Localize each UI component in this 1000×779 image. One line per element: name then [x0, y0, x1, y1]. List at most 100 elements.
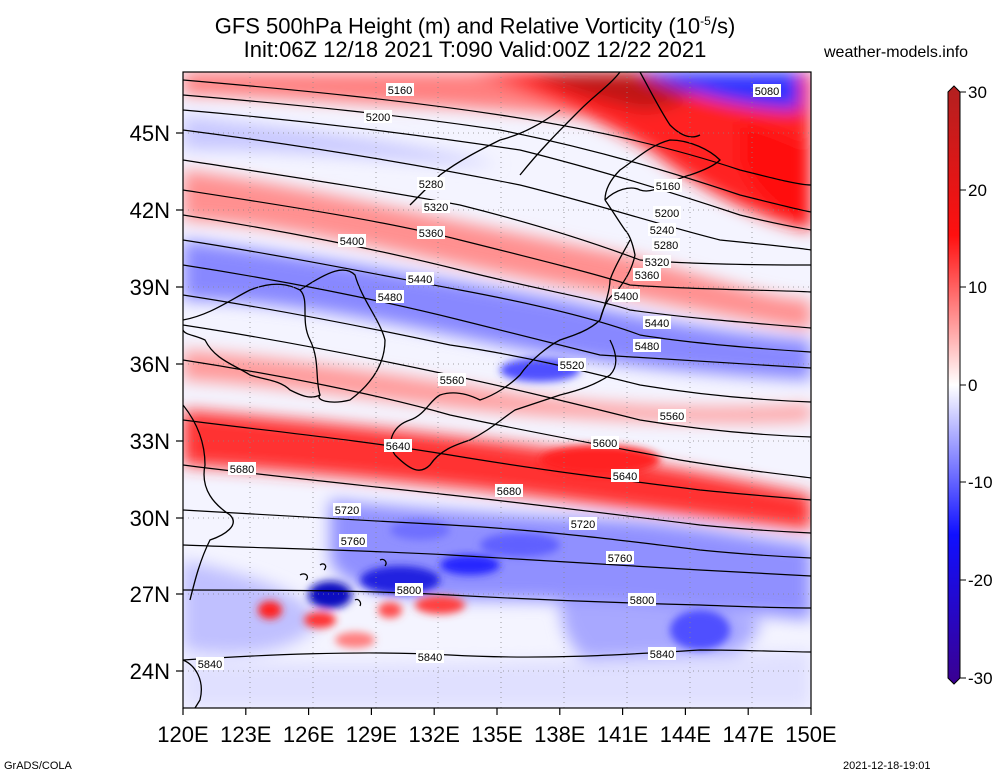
- lon-tick-label: 129E: [346, 722, 397, 747]
- lon-tick-label: 126E: [283, 722, 334, 747]
- lon-tick-label: 123E: [220, 722, 271, 747]
- contour-label: 5280: [654, 240, 678, 252]
- lon-tick-label: 120E: [157, 722, 208, 747]
- contour-label: 5200: [655, 208, 679, 220]
- contour-label: 5720: [571, 519, 595, 531]
- lon-tick-label: 132E: [409, 722, 460, 747]
- contour-label-bg: [658, 409, 686, 422]
- lat-tick-label: 36N: [130, 352, 170, 377]
- lat-tick-label: 39N: [130, 275, 170, 300]
- lon-tick-label: 135E: [471, 722, 522, 747]
- contour-label: 5800: [397, 585, 421, 597]
- longitude-axis: 120E 123E 126E 129E 132E 135E 138E 141E 144E 147E…: [157, 708, 837, 747]
- contour-label: 5160: [388, 85, 412, 97]
- contour-label: 5360: [419, 228, 443, 240]
- colorbar-tick-label: 10: [968, 278, 987, 297]
- contour-label: 5440: [408, 274, 432, 286]
- contour-label: 5480: [635, 341, 659, 353]
- contour-label-bg: [652, 238, 680, 251]
- contour-label: 5440: [645, 318, 669, 330]
- contour-label: 5680: [230, 464, 254, 476]
- contour-label: 5680: [497, 486, 521, 498]
- contour-label-bg: [612, 289, 640, 302]
- contour-label: 5400: [614, 291, 638, 303]
- contour-label-bg: [228, 462, 256, 475]
- contour-label-bg: [338, 234, 366, 247]
- lon-tick-label: 144E: [660, 722, 711, 747]
- contour-label-bg: [376, 290, 404, 303]
- contour-label: 5720: [335, 505, 359, 517]
- vorticity-field: [183, 72, 811, 708]
- contour-label-bg: [417, 226, 445, 239]
- colorbar-tick-label: 20: [968, 181, 987, 200]
- chart-title-line1: GFS 500hPa Height (m) and Relative Vorti…: [214, 13, 736, 39]
- lon-tick-label: 141E: [597, 722, 648, 747]
- contour-label-bg: [648, 223, 676, 236]
- colorbar-tick-label: -30: [968, 669, 993, 688]
- latitude-axis: 24N 27N 30N 33N 36N 39N 42N 45N: [130, 121, 183, 684]
- contour-label: 5320: [645, 257, 669, 269]
- contour-label: 5360: [635, 270, 659, 282]
- height-contours: [183, 79, 811, 661]
- lat-tick-label: 33N: [130, 429, 170, 454]
- contour-label: 5320: [424, 202, 448, 214]
- contour-label: 5240: [650, 225, 674, 237]
- gridlines: [183, 72, 811, 708]
- contour-label: 5840: [198, 659, 222, 671]
- contour-label-bg: [611, 469, 639, 482]
- contour-label: 5200: [366, 112, 390, 124]
- lat-tick-label: 45N: [130, 121, 170, 146]
- site-watermark: weather-models.info: [824, 44, 969, 61]
- lat-tick-label: 24N: [130, 659, 170, 684]
- contour-label-bg: [339, 534, 367, 547]
- contour-label: 5520: [560, 360, 584, 372]
- colorbar-tick-label: 30: [968, 83, 987, 102]
- lon-tick-label: 147E: [723, 722, 774, 747]
- contour-label: 5760: [341, 536, 365, 548]
- contour-label-bg: [654, 179, 682, 192]
- contour-label-bg: [395, 583, 423, 596]
- contour-label-bg: [196, 657, 224, 670]
- contour-label: 5840: [650, 649, 674, 661]
- contour-label-bg: [633, 268, 661, 281]
- contour-label-bg: [606, 551, 634, 564]
- contour-label-bg: [753, 84, 781, 97]
- contour-label-bg: [643, 316, 671, 329]
- contour-label: 5480: [378, 292, 402, 304]
- footer-software: GrADS/COLA: [4, 760, 72, 772]
- lat-tick-label: 30N: [130, 506, 170, 531]
- lon-tick-label: 150E: [785, 722, 836, 747]
- contour-label-bg: [648, 647, 676, 660]
- contour-label: 5400: [340, 236, 364, 248]
- contour-label: 5640: [613, 471, 637, 483]
- contour-label-bg: [558, 358, 586, 371]
- contour-label-bg: [569, 517, 597, 530]
- contour-labels: 5080 5160 5160 5200 5200 5240 5280 5280 5320 5320…: [196, 83, 781, 671]
- contour-label: 5280: [419, 179, 443, 191]
- contour-label: 5080: [755, 86, 779, 98]
- contour-label-bg: [653, 206, 681, 219]
- contour-label-bg: [633, 339, 661, 352]
- contour-label-bg: [364, 110, 392, 123]
- contour-label: 5560: [440, 375, 464, 387]
- colorbar-gradient: [947, 85, 961, 685]
- colorbar-tick-label: 0: [968, 376, 977, 395]
- contour-label-bg: [643, 255, 671, 268]
- contour-label-bg: [628, 593, 656, 606]
- contour-label: 5160: [656, 181, 680, 193]
- contour-label: 5800: [630, 595, 654, 607]
- footer-timestamp: 2021-12-18-19:01: [843, 760, 931, 772]
- colorbar: 30 20 10 0 -10 -20 -30: [947, 83, 993, 688]
- contour-label-bg: [386, 83, 414, 96]
- contour-label: 5760: [608, 553, 632, 565]
- colorbar-tick-label: -10: [968, 473, 993, 492]
- contour-label-bg: [384, 439, 412, 452]
- colorbar-tick-label: -20: [968, 571, 993, 590]
- contour-label: 5640: [386, 441, 410, 453]
- contour-label-bg: [495, 484, 523, 497]
- contour-label-bg: [438, 373, 466, 386]
- contour-label-bg: [422, 200, 450, 213]
- lat-tick-label: 42N: [130, 198, 170, 223]
- chart-title-line2: Init:06Z 12/18 2021 T:090 Valid:00Z 12/2…: [243, 37, 707, 62]
